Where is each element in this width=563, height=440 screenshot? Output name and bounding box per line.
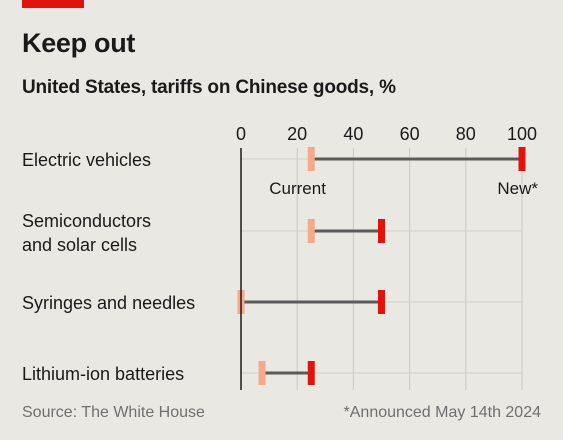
new-annotation: New* <box>497 179 538 198</box>
footnote: *Announced May 14th 2024 <box>343 404 541 421</box>
category-label: Lithium-ion batteries <box>22 364 184 384</box>
x-tick-label: 60 <box>400 124 420 144</box>
chart-subtitle: United States, tariffs on Chinese goods,… <box>22 77 396 98</box>
new-marker <box>518 147 526 171</box>
current-marker <box>307 147 315 171</box>
category-label: Electric vehicles <box>22 150 151 170</box>
current-annotation: Current <box>269 179 326 198</box>
new-marker <box>378 290 385 314</box>
x-tick-label: 40 <box>343 124 363 144</box>
category-label: Semiconductors <box>22 211 151 231</box>
x-tick-label: 20 <box>287 124 307 144</box>
new-marker <box>378 219 385 243</box>
x-tick-label: 100 <box>507 124 537 144</box>
tariff-chart: 0 20 40 60 80 100 Electric vehicles Semiconduct… <box>22 124 538 390</box>
source-note: Source: The White House <box>22 404 205 421</box>
x-tick-label: 80 <box>456 124 476 144</box>
current-marker <box>258 361 266 385</box>
category-label: and solar cells <box>22 235 137 255</box>
brand-tag <box>22 0 84 8</box>
x-tick-label: 0 <box>236 124 246 144</box>
current-marker <box>307 219 315 243</box>
category-label: Syringes and needles <box>22 293 195 313</box>
new-marker <box>307 361 315 385</box>
chart-title: Keep out <box>22 28 136 58</box>
